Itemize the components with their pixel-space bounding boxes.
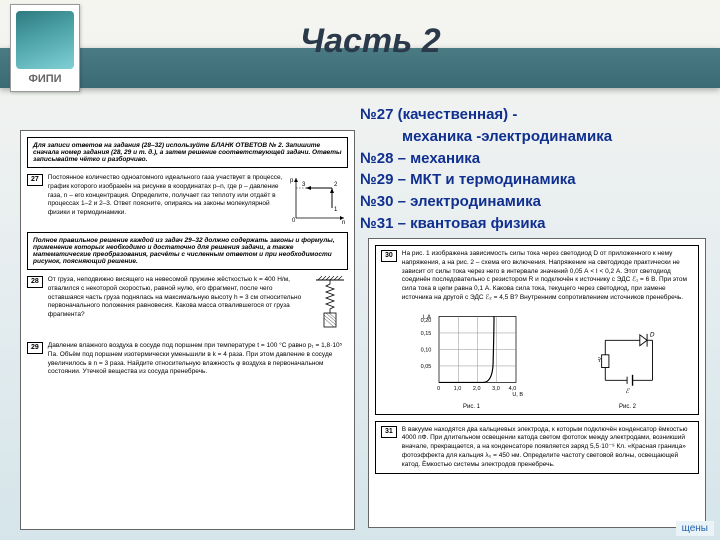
svg-text:4,0: 4,0	[508, 385, 516, 391]
svg-text:0,20: 0,20	[420, 318, 431, 324]
copyright-fragment: щены	[676, 521, 714, 536]
svg-text:2,0: 2,0	[472, 385, 480, 391]
task-31-text: В вакууме находятся два кальциевых элект…	[402, 426, 693, 470]
topic-30: №30 – электродинамика	[360, 191, 612, 213]
task-30-iv-curve: I, А 0,05 0,10 0,15 0,20 1,0 2,0 3,0 4,0…	[417, 307, 527, 410]
instructions-1: Для записи ответов на задания (28–32) ис…	[27, 137, 348, 168]
svg-text:p: p	[290, 178, 294, 184]
fig1-caption: Рис. 1	[417, 404, 527, 410]
svg-text:0,10: 0,10	[420, 347, 431, 353]
task-27-number: 27	[27, 174, 43, 186]
svg-text:0: 0	[437, 385, 440, 391]
instructions-2: Полное правильное решение каждой из зада…	[27, 232, 348, 270]
topic-list: №27 (качественная) - механика -электроди…	[360, 104, 612, 235]
document-right: 30 На рис. 1 изображена зависимость силы…	[368, 238, 706, 528]
task-30: 30 На рис. 1 изображена зависимость силы…	[375, 245, 699, 415]
svg-text:n: n	[342, 220, 345, 224]
fig2-caption: Рис. 2	[598, 404, 658, 410]
svg-text:0: 0	[292, 218, 296, 224]
task-29: 29 Давление влажного воздуха в сосуде по…	[27, 342, 348, 377]
task-30-circuit: D ℰ R Рис. 2	[598, 324, 658, 410]
task-30-number: 30	[381, 250, 397, 262]
task-31-number: 31	[381, 426, 397, 438]
svg-text:R: R	[598, 357, 601, 364]
svg-text:0,05: 0,05	[420, 363, 431, 369]
topic-31: №31 – квантовая физика	[360, 213, 612, 235]
task-28-number: 28	[27, 276, 43, 288]
task-29-text: Давление влажного воздуха в сосуде под п…	[48, 342, 348, 377]
topic-27b: механика -электродинамика	[360, 126, 612, 148]
document-left: Для записи ответов на задания (28–32) ис…	[20, 130, 355, 530]
task-27: 27 Постоянное количество одноатомного ид…	[27, 174, 348, 224]
svg-text:2: 2	[334, 182, 338, 188]
topic-27a: №27 (качественная) -	[360, 104, 612, 126]
topic-28: №28 – механика	[360, 148, 612, 170]
page-title: Часть 2	[300, 22, 441, 61]
svg-text:U, В: U, В	[512, 392, 523, 398]
logo: ФИПИ	[10, 4, 80, 92]
svg-text:0,15: 0,15	[420, 330, 431, 336]
topic-29: №29 – МКТ и термодинамика	[360, 169, 612, 191]
svg-text:ℰ: ℰ	[625, 388, 630, 395]
svg-text:D: D	[649, 331, 654, 338]
svg-text:1: 1	[334, 207, 338, 213]
task-31: 31 В вакууме находятся два кальциевых эл…	[375, 421, 699, 475]
task-28: 28 От груза, неподвижно висящего на неве…	[27, 276, 348, 334]
svg-text:1,0: 1,0	[453, 385, 461, 391]
logo-graphic	[16, 11, 74, 69]
svg-text:3,0: 3,0	[492, 385, 500, 391]
task-28-figure	[312, 276, 348, 334]
svg-text:3: 3	[302, 182, 306, 188]
logo-label: ФИПИ	[28, 73, 61, 85]
task-27-graph: p n 0 3 2 1	[288, 174, 348, 224]
task-30-text: На рис. 1 изображена зависимость силы то…	[402, 250, 693, 303]
task-28-text: От груза, неподвижно висящего на невесом…	[48, 276, 308, 334]
task-27-text: Постоянное количество одноатомного идеал…	[48, 174, 284, 224]
task-29-number: 29	[27, 342, 43, 354]
